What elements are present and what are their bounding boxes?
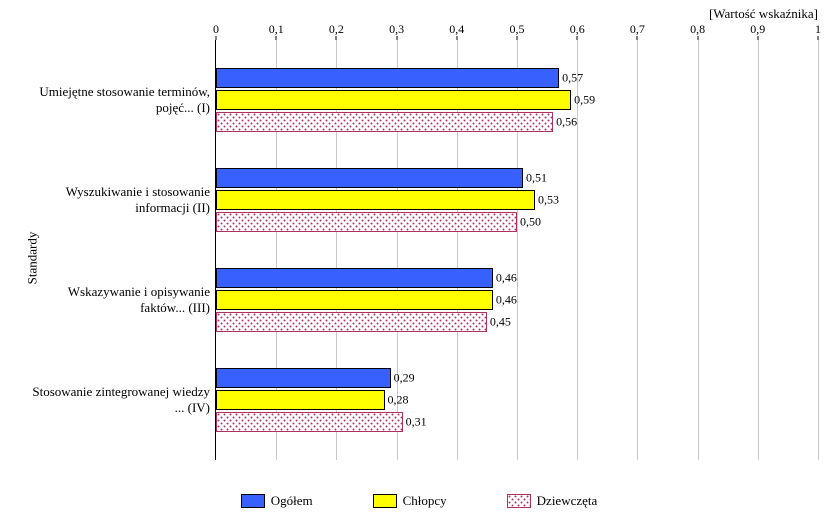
gridline: [818, 40, 819, 460]
plot-area: 00,10,20,30,40,50,60,70,80,91 0,570,590,…: [215, 40, 818, 460]
bar-group: 0,510,530,50: [216, 168, 818, 232]
legend-item: Dziewczęta: [507, 493, 598, 509]
bar: 0,28: [216, 390, 385, 410]
legend: Ogółem Chłopcy Dziewczęta: [0, 493, 838, 509]
bar: 0,50: [216, 212, 517, 232]
category-label: Stosowanie zintegrowanej wiedzy ... (IV): [20, 384, 210, 415]
legend-label: Dziewczęta: [537, 493, 598, 509]
bar-value-label: 0,59: [570, 93, 595, 108]
xtick-label: 0,2: [329, 22, 344, 37]
bar: 0,29: [216, 368, 391, 388]
legend-swatch: [373, 494, 397, 508]
xtick-label: 0,1: [269, 22, 284, 37]
bar: 0,51: [216, 168, 523, 188]
legend-swatch: [241, 494, 265, 508]
category-label: Wskazywanie i opisywanie faktów... (III): [20, 284, 210, 315]
xtick-label: 0,7: [630, 22, 645, 37]
bar-value-label: 0,46: [492, 271, 517, 286]
bar: 0,57: [216, 68, 559, 88]
xtick-label: 0,8: [690, 22, 705, 37]
bar: 0,56: [216, 112, 553, 132]
bar-value-label: 0,45: [486, 315, 511, 330]
bar-value-label: 0,57: [558, 71, 583, 86]
bar: 0,46: [216, 268, 493, 288]
bar-group: 0,460,460,45: [216, 268, 818, 332]
bar-value-label: 0,28: [384, 393, 409, 408]
xtick-label: 0,5: [510, 22, 525, 37]
chart-frame: [Wartość wskaźnika] Standardy 00,10,20,3…: [0, 0, 838, 515]
legend-label: Ogółem: [271, 493, 313, 509]
bar: 0,31: [216, 412, 403, 432]
legend-item: Chłopcy: [373, 493, 447, 509]
bar-value-label: 0,56: [552, 115, 577, 130]
bar-value-label: 0,46: [492, 293, 517, 308]
bar-group: 0,570,590,56: [216, 68, 818, 132]
xtick-label: 1: [815, 22, 821, 37]
bar-value-label: 0,50: [516, 215, 541, 230]
xtick-label: 0: [213, 22, 219, 37]
category-label: Umiejętne stosowanie terminów, pojęć... …: [20, 84, 210, 115]
bar-group: 0,290,280,31: [216, 368, 818, 432]
xtick-label: 0,6: [570, 22, 585, 37]
bar-value-label: 0,29: [390, 371, 415, 386]
xtick-label: 0,3: [389, 22, 404, 37]
bar: 0,53: [216, 190, 535, 210]
bar: 0,59: [216, 90, 571, 110]
category-label: Wyszukiwanie i stosowanie informacji (II…: [20, 184, 210, 215]
y-axis-title: Standardy: [24, 231, 40, 284]
legend-label: Chłopcy: [403, 493, 447, 509]
x-unit-label: [Wartość wskaźnika]: [709, 6, 818, 22]
bar-value-label: 0,51: [522, 171, 547, 186]
bar: 0,45: [216, 312, 487, 332]
xtick-label: 0,9: [750, 22, 765, 37]
bar-value-label: 0,31: [402, 415, 427, 430]
bar-value-label: 0,53: [534, 193, 559, 208]
legend-swatch: [507, 494, 531, 508]
legend-item: Ogółem: [241, 493, 313, 509]
bar: 0,46: [216, 290, 493, 310]
xtick-label: 0,4: [449, 22, 464, 37]
